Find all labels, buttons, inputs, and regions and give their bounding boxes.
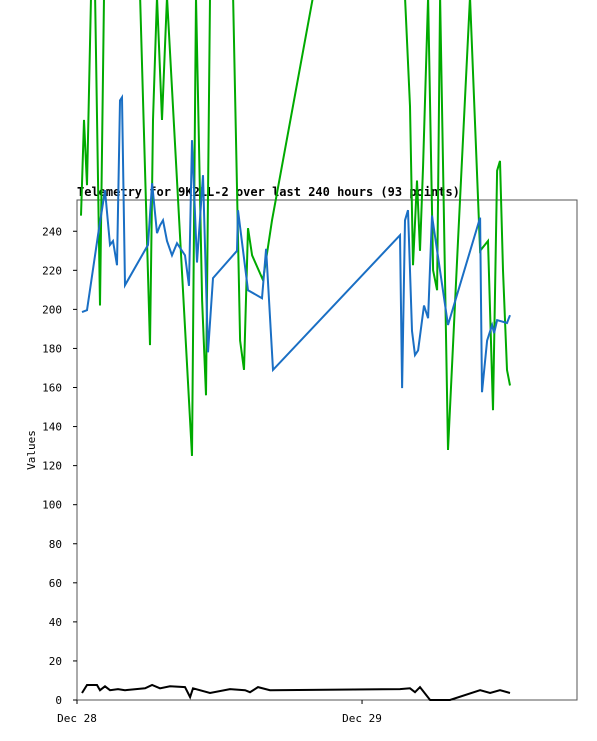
y-tick-label: 160 — [42, 382, 62, 395]
y-tick-label: 180 — [42, 342, 62, 355]
y-tick-label: 200 — [42, 303, 62, 316]
x-tick-label: Dec 28 — [57, 712, 97, 725]
y-tick-label: 40 — [49, 616, 62, 629]
y-tick-label: 120 — [42, 460, 62, 473]
y-tick-label: 100 — [42, 499, 62, 512]
y-tick-label: 240 — [42, 225, 62, 238]
series-line — [81, 93, 511, 393]
y-tick-label: 140 — [42, 421, 62, 434]
y-axis-label: Values — [25, 430, 38, 470]
plot-frame — [76, 199, 578, 701]
chart-title: Telemetry for 9K2LL-2 over last 240 hour… — [77, 185, 460, 199]
y-tick-label: 80 — [49, 538, 62, 551]
series-line — [81, 683, 511, 701]
y-tick-label: 220 — [42, 264, 62, 277]
y-tick-label: 20 — [49, 655, 62, 668]
x-tick-label: Dec 29 — [342, 712, 382, 725]
y-tick-label: 60 — [49, 577, 62, 590]
y-tick-label: 0 — [55, 694, 62, 707]
